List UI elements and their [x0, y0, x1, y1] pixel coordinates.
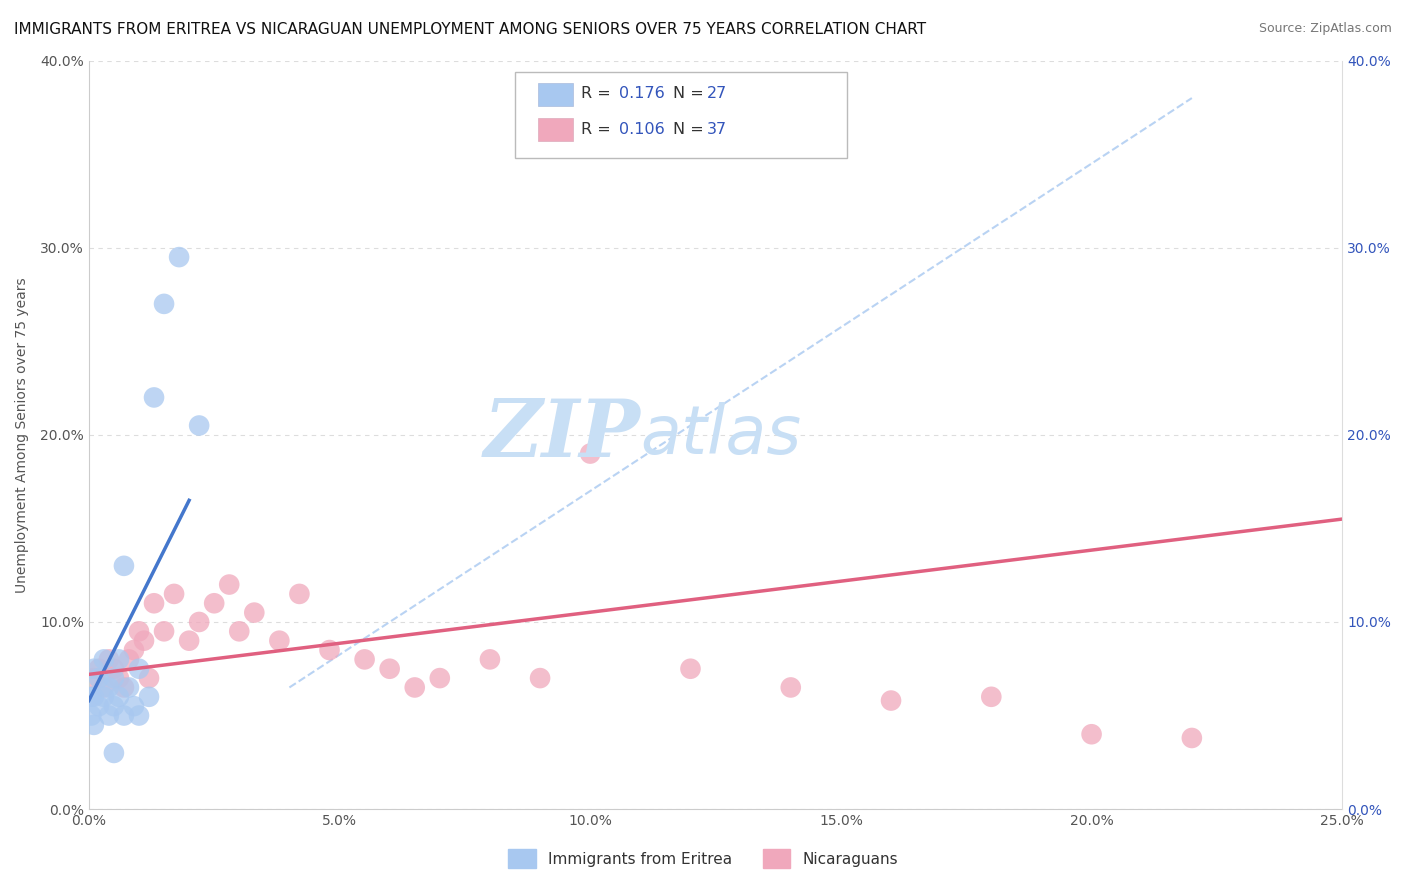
Point [143, 391, 166, 405]
Point [579, 446, 602, 460]
Point [97, 652, 120, 666]
Point [218, 577, 240, 591]
Point [529, 671, 551, 685]
Point [980, 690, 1002, 704]
Point [118, 652, 141, 666]
Point [112, 558, 135, 573]
Text: N =: N = [673, 86, 703, 101]
Point [87, 671, 110, 685]
Point [83, 662, 105, 676]
Point [429, 671, 451, 685]
Point [83, 671, 105, 685]
Point [318, 643, 340, 657]
Point [228, 624, 250, 639]
Point [112, 708, 135, 723]
Point [163, 587, 186, 601]
Point [80, 708, 103, 723]
Point [353, 652, 375, 666]
Point [108, 652, 131, 666]
Point [288, 587, 311, 601]
FancyBboxPatch shape [537, 83, 572, 105]
Text: 27: 27 [707, 86, 727, 101]
Point [87, 699, 110, 714]
FancyBboxPatch shape [515, 72, 848, 158]
Point [122, 643, 145, 657]
Legend: Immigrants from Eritrea, Nicaraguans: Immigrants from Eritrea, Nicaraguans [501, 841, 905, 875]
Point [80, 690, 103, 704]
Text: ZIP: ZIP [484, 396, 640, 474]
Point [243, 606, 266, 620]
Point [188, 615, 211, 629]
Text: Source: ZipAtlas.com: Source: ZipAtlas.com [1258, 22, 1392, 36]
Point [202, 596, 225, 610]
Point [112, 681, 135, 695]
Point [179, 633, 201, 648]
Point [153, 297, 176, 311]
FancyBboxPatch shape [537, 119, 572, 141]
Point [153, 624, 176, 639]
Point [83, 690, 105, 704]
Text: N =: N = [673, 122, 703, 137]
Point [122, 699, 145, 714]
Text: R =: R = [582, 122, 612, 137]
Point [378, 662, 401, 676]
Text: atlas: atlas [640, 402, 801, 468]
Point [1080, 727, 1102, 741]
Point [93, 690, 115, 704]
Point [167, 250, 190, 264]
Point [880, 693, 903, 707]
Point [103, 671, 125, 685]
Point [128, 662, 150, 676]
Point [478, 652, 501, 666]
Y-axis label: Unemployment Among Seniors over 75 years: Unemployment Among Seniors over 75 years [15, 277, 30, 592]
Point [269, 633, 291, 648]
Text: 0.106: 0.106 [619, 122, 665, 137]
Text: 37: 37 [707, 122, 727, 137]
Text: R =: R = [582, 86, 612, 101]
Point [1181, 731, 1204, 745]
Text: IMMIGRANTS FROM ERITREA VS NICARAGUAN UNEMPLOYMENT AMONG SENIORS OVER 75 YEARS C: IMMIGRANTS FROM ERITREA VS NICARAGUAN UN… [14, 22, 927, 37]
Point [132, 633, 155, 648]
Text: 0.176: 0.176 [619, 86, 665, 101]
Point [138, 690, 160, 704]
Point [108, 671, 131, 685]
Point [83, 718, 105, 732]
Point [128, 624, 150, 639]
Point [188, 418, 211, 433]
Point [87, 662, 110, 676]
Point [97, 681, 120, 695]
Point [138, 671, 160, 685]
Point [93, 652, 115, 666]
Point [404, 681, 426, 695]
Point [118, 681, 141, 695]
Point [103, 662, 125, 676]
Point [103, 746, 125, 760]
Point [97, 708, 120, 723]
Point [108, 690, 131, 704]
Point [143, 596, 166, 610]
Point [128, 708, 150, 723]
Point [103, 699, 125, 714]
Point [779, 681, 801, 695]
Point [679, 662, 702, 676]
Point [93, 681, 115, 695]
